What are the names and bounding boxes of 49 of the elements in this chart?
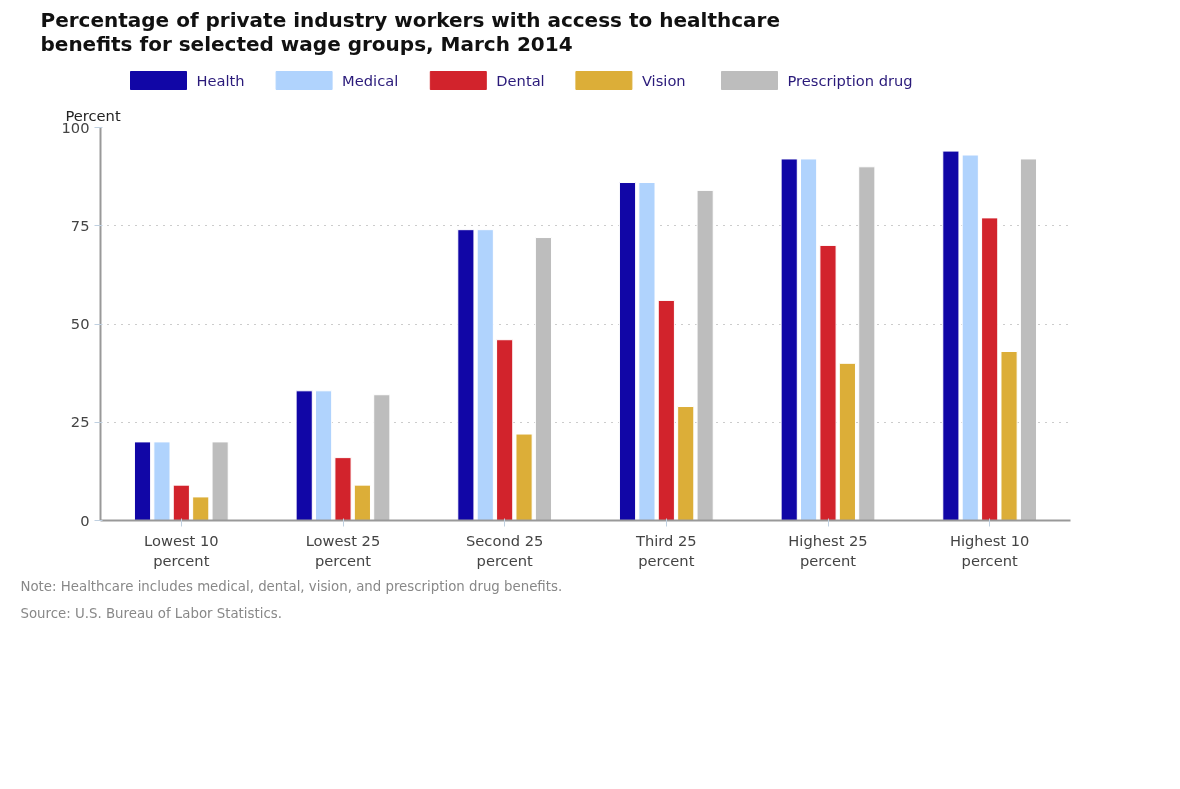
legend-label: Prescription drug (787, 72, 913, 89)
bar (981, 217, 999, 521)
bar (696, 189, 714, 521)
bar (192, 496, 210, 521)
legend-label: Medical (342, 72, 399, 89)
bar (1019, 158, 1038, 521)
source-note: Source: U.S. Bureau of Labor Statistics. (20, 605, 282, 621)
y-tick-label: 0 (80, 511, 90, 529)
legend-label: Vision (641, 72, 686, 89)
bar (496, 339, 514, 521)
x-tick-label: Lowest 25 percent (305, 531, 381, 569)
bar (476, 229, 494, 521)
bar (133, 441, 152, 521)
y-tick-label: 25 (70, 413, 90, 431)
x-tick-label: Third 25 percent (634, 531, 697, 569)
bar (800, 158, 818, 521)
bar (373, 394, 391, 521)
legend-label: Dental (496, 72, 545, 89)
text: Note: Healthcare includes medical, dental, vision, and prescription drug benefits. (20, 578, 563, 594)
bar (457, 229, 475, 521)
bar (961, 154, 979, 521)
bar (515, 433, 533, 521)
bar (638, 182, 656, 521)
bar (295, 390, 313, 521)
bar (677, 406, 695, 521)
bar (838, 362, 856, 521)
bar (153, 441, 171, 521)
y-tick-label: 75 (70, 216, 90, 234)
bar (780, 158, 798, 521)
bar (211, 441, 229, 521)
bar (819, 244, 837, 521)
bar (353, 484, 371, 521)
bar (942, 150, 960, 521)
bar (172, 484, 190, 521)
legend-label: Health (196, 72, 245, 89)
x-tick-label: Highest 10 percent (949, 531, 1030, 569)
bar (534, 237, 553, 521)
y-axis-title: Percent (65, 106, 121, 124)
x-tick-label: Second 25 percent (466, 531, 544, 569)
y-tick-label: 50 (70, 315, 90, 332)
bar (1000, 351, 1018, 521)
bar (315, 390, 333, 521)
bar (618, 182, 637, 521)
bar (657, 299, 675, 521)
chart-title: Percentage of private industry workers with access to healthcare benefits for selected wage groups, March 2014 (40, 7, 780, 56)
bar (858, 166, 876, 521)
bar (334, 457, 352, 521)
x-tick-label: Highest 25 percent (788, 531, 868, 569)
x-tick-label: Lowest 10 percent (144, 531, 219, 569)
